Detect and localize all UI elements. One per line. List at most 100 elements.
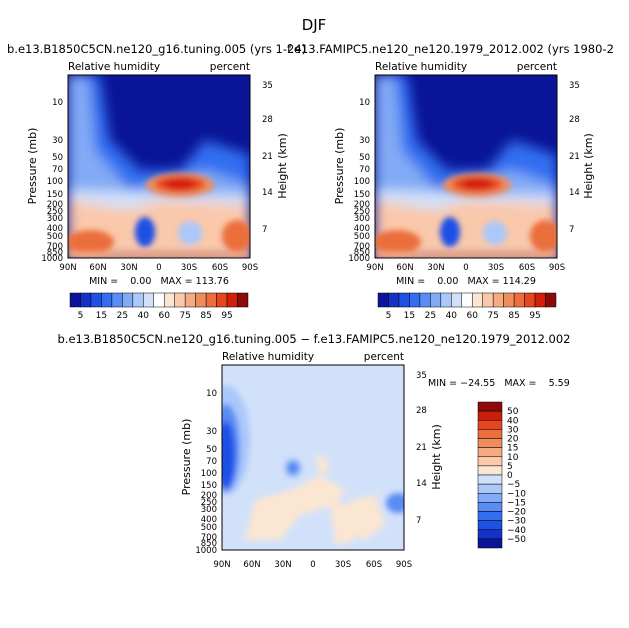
colorbar-label: 85 — [508, 311, 519, 321]
y-tick-right: 7 — [569, 225, 574, 235]
colorbar-label: −20 — [507, 508, 526, 518]
colorbar-swatch — [377, 292, 389, 308]
colorbar-label: 95 — [221, 311, 232, 321]
y-tick-right: 14 — [569, 188, 580, 198]
colorbar-swatch — [205, 292, 217, 308]
colorbar-swatch — [195, 292, 207, 308]
y-tick-right: 21 — [416, 443, 427, 453]
colorbar-swatch — [143, 292, 155, 308]
colorbar-swatch — [184, 292, 196, 308]
colorbar-label: 75 — [487, 311, 498, 321]
panel-1-ylabel: Pressure (mb) — [26, 128, 39, 205]
panel-3-yticks: 10 30 50 70 100 150 200 250 300 400 500 … — [195, 389, 217, 556]
x-tick: 30S — [335, 560, 351, 570]
x-tick: 90S — [549, 263, 565, 273]
panel-1-field — [68, 75, 250, 258]
colorbar-swatch — [419, 292, 431, 308]
panel-3-ylabel-right: Height (km) — [430, 424, 443, 490]
colorbar-swatch — [477, 511, 503, 521]
panel-3-right-label: percent — [364, 351, 404, 363]
colorbar-swatch — [477, 520, 503, 530]
x-tick: 30N — [427, 263, 444, 273]
colorbar-swatch — [477, 447, 503, 457]
colorbar-panel-1: 5 15 25 40 60 75 85 95 — [69, 292, 249, 321]
y-tick: 850 — [47, 248, 63, 258]
y-tick: 150 — [47, 190, 63, 200]
panel-2-min-max: MIN = 0.00 MAX = 114.29 — [396, 276, 536, 287]
y-tick: 30 — [359, 136, 370, 146]
colorbar-swatch — [477, 429, 503, 439]
x-tick: 60S — [366, 560, 382, 570]
y-tick: 250 — [354, 207, 370, 217]
colorbar-swatch — [461, 292, 473, 308]
colorbar-swatch — [477, 538, 503, 549]
x-tick: 0 — [310, 560, 315, 570]
y-tick: 70 — [206, 457, 217, 467]
y-tick-right: 35 — [262, 81, 273, 91]
colorbar-swatch — [398, 292, 410, 308]
colorbar-swatch — [477, 474, 503, 485]
x-tick: 60S — [519, 263, 535, 273]
y-tick: 1000 — [348, 254, 370, 264]
y-tick: 250 — [47, 207, 63, 217]
colorbar-label: 20 — [507, 435, 519, 445]
y-tick: 150 — [354, 190, 370, 200]
colorbar-swatch — [163, 292, 175, 308]
y-tick: 200 — [201, 491, 217, 501]
panel-2-yticks-right: 35 28 21 14 7 — [569, 81, 580, 235]
x-tick: 90S — [242, 263, 258, 273]
panel-1-min-max: MIN = 0.00 MAX = 113.76 — [89, 276, 229, 287]
colorbar-label: 5 — [78, 311, 84, 321]
colorbar-swatch — [471, 292, 483, 308]
panel-2-yticks: 10 30 50 70 100 150 200 250 300 400 500 … — [348, 98, 370, 264]
y-tick: 850 — [201, 539, 217, 549]
panel-2-ylabel: Pressure (mb) — [333, 128, 346, 205]
colorbar-swatch — [388, 292, 400, 308]
colorbar-swatch — [477, 456, 503, 467]
x-tick: 60S — [212, 263, 228, 273]
panel-1-ylabel-right: Height (km) — [276, 133, 289, 199]
panel-3-title: b.e13.B1850C5CN.ne120_g16.tuning.005 − f… — [57, 332, 570, 346]
y-tick: 30 — [52, 136, 63, 146]
colorbar-label: −5 — [507, 480, 520, 490]
colorbar-swatch — [111, 292, 123, 308]
y-tick: 500 — [354, 232, 370, 242]
colorbar-label: −40 — [507, 526, 526, 536]
y-tick: 300 — [47, 214, 63, 224]
panel-1-yticks-right: 35 28 21 14 7 — [262, 81, 273, 235]
colorbar-swatch — [477, 493, 503, 503]
colorbar-swatch — [69, 292, 81, 308]
colorbar-swatch — [80, 292, 92, 308]
y-tick-right: 35 — [569, 81, 580, 91]
panel-1-title: b.e13.B1850C5CN.ne120_g16.tuning.005 (yr… — [7, 42, 306, 56]
panel-3-min-max: MIN = −24.55 MAX = 5.59 — [428, 378, 570, 389]
y-tick: 30 — [206, 427, 217, 437]
colorbar-swatch — [122, 292, 134, 308]
colorbar-swatch — [132, 292, 144, 308]
colorbar-label: 30 — [507, 425, 519, 435]
y-tick: 10 — [206, 389, 217, 399]
panel-1: b.e13.B1850C5CN.ne120_g16.tuning.005 (yr… — [7, 42, 306, 287]
colorbar-swatch — [237, 292, 249, 308]
colorbar-label: 75 — [179, 311, 190, 321]
colorbar-swatch — [524, 292, 536, 308]
panel-3-left-label: Relative humidity — [222, 351, 314, 363]
y-tick: 50 — [206, 445, 217, 455]
colorbar-label: 5 — [507, 462, 513, 472]
colorbar-swatch — [430, 292, 442, 308]
colorbar-label: 25 — [425, 311, 436, 321]
colorbar-label: 60 — [159, 311, 171, 321]
colorbar-label: 15 — [404, 311, 415, 321]
y-tick: 850 — [354, 248, 370, 258]
x-tick: 90N — [366, 263, 383, 273]
colorbar-swatch — [492, 292, 504, 308]
y-tick-right: 35 — [416, 371, 427, 381]
y-tick: 1000 — [41, 254, 63, 264]
colorbar-swatch — [174, 292, 186, 308]
colorbar-label: 85 — [200, 311, 211, 321]
y-tick: 400 — [354, 224, 370, 234]
panel-3: b.e13.B1850C5CN.ne120_g16.tuning.005 − f… — [57, 332, 570, 570]
y-tick: 70 — [52, 165, 63, 175]
y-tick: 700 — [201, 533, 217, 543]
